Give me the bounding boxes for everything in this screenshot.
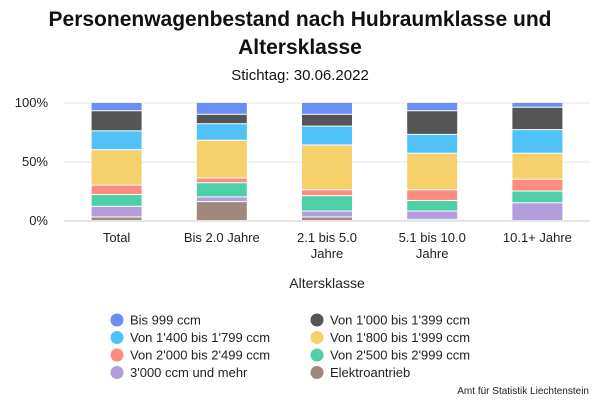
x-axis-title: Altersklasse <box>289 275 365 291</box>
legend-marker <box>310 313 324 327</box>
bar-segment <box>196 140 247 178</box>
bar-segment <box>407 103 458 111</box>
bar-segment <box>196 202 247 220</box>
bar-segment <box>302 211 352 217</box>
bar-segment <box>302 126 352 145</box>
legend-marker <box>110 331 124 344</box>
bar-segment <box>91 111 142 131</box>
bar-segment <box>512 103 563 107</box>
bar-segment <box>302 145 352 190</box>
y-axis: 0% 50% 100% <box>15 95 49 228</box>
bar-segment <box>196 124 247 140</box>
bar-segment <box>512 203 563 220</box>
bar-segment <box>407 200 458 211</box>
legend-marker <box>110 313 124 327</box>
bar-segment <box>512 107 563 130</box>
legend-marker <box>110 366 124 379</box>
y-tick-label: 50% <box>22 154 48 169</box>
bar-segment <box>196 183 247 197</box>
legend-marker <box>310 366 324 379</box>
bar-segment <box>91 217 142 220</box>
x-axis: Total Bis 2.0 Jahre 2.1 bis 5.0 Jahre 5.1 bi… <box>64 220 590 261</box>
bar-segment <box>196 178 247 183</box>
bars <box>91 103 563 220</box>
legend-marker <box>310 348 324 362</box>
bar-segment <box>302 217 352 220</box>
bar-segment <box>302 103 352 114</box>
legend-marker <box>310 331 324 344</box>
bar-segment <box>407 111 458 134</box>
legend-label: Von 1'800 bis 1'999 ccm <box>330 330 470 345</box>
bar-segment <box>91 185 142 195</box>
chart-title: Personenwagenbestand nach Hubraumklasse … <box>48 8 552 59</box>
bar-segment <box>512 179 563 191</box>
y-tick-label: 0% <box>29 213 48 228</box>
bar-segment <box>91 150 142 185</box>
bar-segment <box>407 134 458 153</box>
bar-segment <box>512 130 563 153</box>
bar-segment <box>407 153 458 190</box>
bar-segment <box>91 195 142 206</box>
bar-segment <box>512 153 563 179</box>
x-tick-label: 10.1+ Jahre <box>503 230 572 245</box>
bar-segment <box>91 206 142 217</box>
legend-label: Elektroantrieb <box>330 365 410 380</box>
legend-label: Bis 999 ccm <box>130 313 201 328</box>
x-tick-label: 5.1 bis 10.0 Jahre <box>399 230 466 261</box>
legend-marker <box>110 348 124 362</box>
legend-label: Von 1'000 bis 1'399 ccm <box>330 313 470 328</box>
legend: Bis 999 ccm Von 1'000 bis 1'399 ccm Von 1'… <box>110 313 470 380</box>
bar-segment <box>196 114 247 124</box>
x-tick-label: Total <box>103 230 131 245</box>
chart-subtitle: Stichtag: 30.06.2022 <box>231 67 369 84</box>
bar-segment <box>407 190 458 200</box>
bar-segment <box>196 197 247 202</box>
bar-segment <box>91 131 142 150</box>
legend-label: Von 1'400 bis 1'799 ccm <box>130 330 270 345</box>
legend-label: Von 2'000 bis 2'499 ccm <box>130 348 270 363</box>
bar-segment <box>302 114 352 126</box>
bar-segment <box>302 196 352 211</box>
source-note: Amt für Statistik Liechtenstein <box>457 386 589 397</box>
bar-segment <box>512 191 563 203</box>
y-tick-label: 100% <box>15 95 49 110</box>
x-tick-label: Bis 2.0 Jahre <box>184 230 260 245</box>
legend-label: Von 2'500 bis 2'999 ccm <box>330 348 470 363</box>
bar-segment <box>302 190 352 196</box>
bar-segment <box>91 103 142 111</box>
bar-segment <box>196 103 247 114</box>
legend-label: 3'000 ccm und mehr <box>130 365 248 380</box>
x-tick-label: 2.1 bis 5.0 Jahre <box>297 230 357 261</box>
bar-segment <box>407 211 458 219</box>
